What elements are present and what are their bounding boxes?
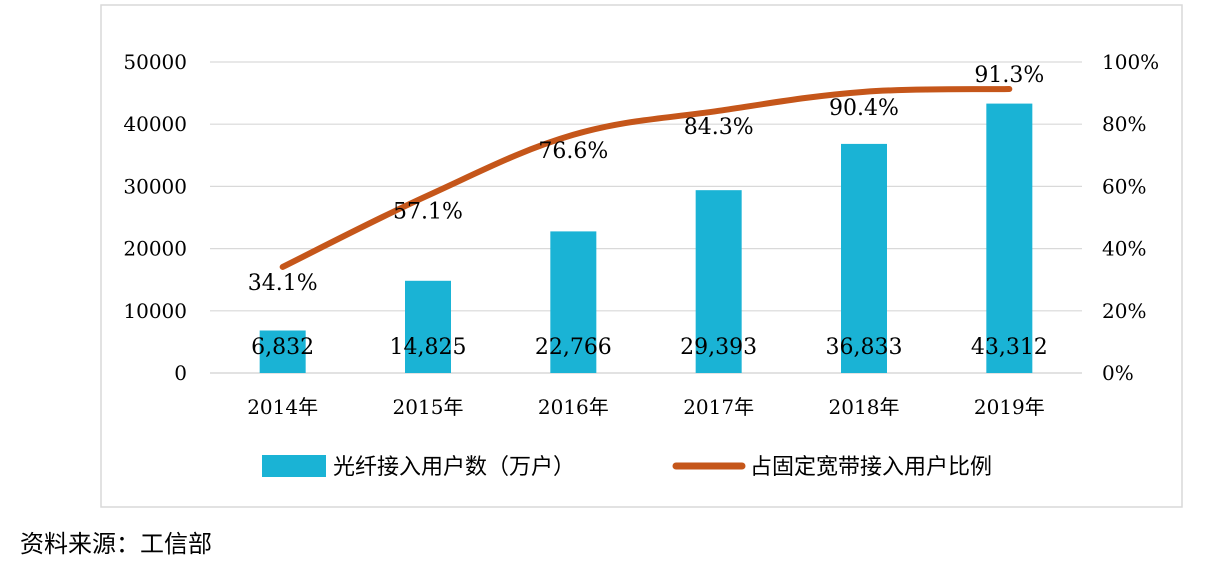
left-tick-label: 0 (174, 361, 187, 385)
legend-bar-label: 光纤接入用户数（万户） (333, 455, 575, 480)
right-tick-label: 40% (1102, 237, 1146, 261)
x-tick-label: 2018年 (829, 395, 900, 419)
legend: 光纤接入用户数（万户） 占固定宽带接入用户比例 (262, 455, 992, 480)
right-tick-label: 0% (1102, 361, 1134, 385)
left-axis-ticks: 0 10000 20000 30000 40000 50000 (123, 50, 187, 385)
bar-value-label: 43,312 (971, 335, 1048, 360)
right-tick-label: 60% (1102, 174, 1146, 198)
bar (841, 143, 887, 373)
left-tick-label: 50000 (123, 50, 187, 74)
right-tick-label: 20% (1102, 299, 1146, 323)
bar (986, 103, 1033, 373)
legend-line-label: 占固定宽带接入用户比例 (750, 455, 992, 480)
line-value-label: 57.1% (393, 199, 463, 224)
bar (259, 330, 306, 373)
line-data-labels: 34.1% 57.1% 76.6% 84.3% 90.4% 91.3% (248, 63, 1045, 296)
bar-data-labels: 6,832 14,825 22,766 29,393 36,833 43,312 (251, 335, 1048, 360)
bar (550, 231, 597, 373)
ratio-line (279, 86, 1013, 270)
x-tick-label: 2019年 (974, 395, 1045, 419)
grid (210, 61, 1082, 374)
line-value-label: 84.3% (684, 115, 754, 140)
bar (405, 280, 451, 373)
left-tick-label: 10000 (123, 299, 187, 323)
x-tick-label: 2015年 (393, 395, 464, 419)
line-value-label: 34.1% (248, 271, 318, 296)
bar-value-label: 14,825 (390, 335, 467, 360)
bar-value-label: 22,766 (535, 335, 612, 360)
bar-value-label: 36,833 (826, 335, 903, 360)
right-axis-ticks: 0% 20% 40% 60% 80% 100% (1102, 50, 1159, 385)
bar (695, 190, 742, 373)
x-tick-label: 2016年 (538, 395, 609, 419)
line-series (279, 86, 1013, 270)
right-tick-label: 80% (1102, 112, 1146, 136)
left-tick-label: 30000 (123, 174, 187, 198)
x-axis-ticks: 2014年 2015年 2016年 2017年 2018年 2019年 (247, 395, 1045, 419)
line-value-label: 90.4% (829, 96, 899, 121)
bar-series (259, 103, 1033, 373)
line-value-label: 91.3% (974, 63, 1044, 88)
right-tick-label: 100% (1102, 50, 1159, 74)
legend-bar-swatch (262, 455, 326, 477)
x-tick-label: 2017年 (683, 395, 754, 419)
source-note: 资料来源：工信部 (20, 530, 212, 558)
x-tick-label: 2014年 (247, 395, 318, 419)
line-value-label: 76.6% (538, 139, 608, 164)
bar-value-label: 29,393 (680, 335, 757, 360)
left-tick-label: 40000 (123, 112, 187, 136)
bar-value-label: 6,832 (251, 335, 314, 360)
left-tick-label: 20000 (123, 237, 187, 261)
